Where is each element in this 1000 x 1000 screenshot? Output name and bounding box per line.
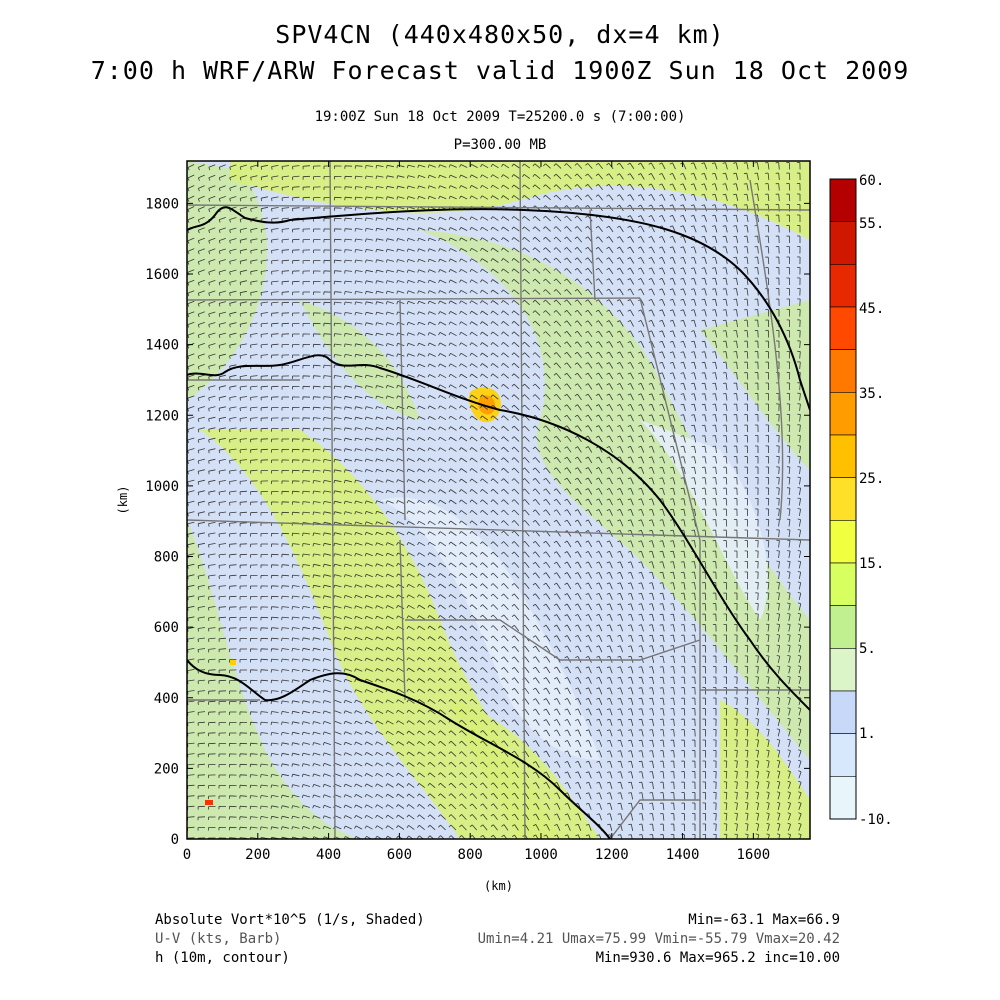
x-tick-label: 200 — [245, 847, 270, 863]
colorbar-swatch — [829, 477, 857, 521]
x-tick-label: 0 — [183, 847, 191, 863]
colorbar-label: 60. — [859, 173, 884, 189]
colorbar-swatch — [829, 733, 857, 777]
x-tick-label: 800 — [458, 847, 483, 863]
y-tick-label: 600 — [154, 620, 179, 636]
chart-title: SPV4CN (440x480x50, dx=4 km) — [275, 20, 725, 49]
footer-field-label-3: h (10m, contour) — [155, 950, 290, 966]
pressure-level-label: P=300.00 MB — [453, 137, 547, 153]
y-tick-label: 1200 — [145, 408, 179, 424]
colorbar-label: 1. — [859, 726, 876, 742]
vorticity-field — [187, 161, 810, 839]
footer-stats-1: Min=-63.1 Max=66.9 — [688, 912, 840, 928]
colorbar-swatch — [829, 221, 857, 265]
valid-time-label: 19:00Z Sun 18 Oct 2009 T=25200.0 s (7:00… — [314, 109, 686, 125]
colorbar-swatch — [829, 776, 857, 820]
x-tick-label: 600 — [387, 847, 412, 863]
y-axis-label: (km) — [116, 486, 130, 515]
height-contours — [187, 206, 810, 839]
footer-stats-3: Min=930.6 Max=965.2 inc=10.00 — [595, 950, 840, 966]
colorbar-swatch — [829, 349, 857, 393]
colorbar-swatch — [829, 562, 857, 606]
x-tick-label: 400 — [316, 847, 341, 863]
footer-stats-2: Umin=4.21 Umax=75.99 Vmin=-55.79 Vmax=20… — [477, 931, 840, 947]
y-tick-label: 1600 — [145, 267, 179, 283]
colorbar-swatch — [829, 178, 857, 222]
x-tick-label: 1600 — [737, 847, 771, 863]
y-tick-label: 200 — [154, 761, 179, 777]
colorbar-label: 35. — [859, 386, 884, 402]
plot-frame — [186, 160, 811, 840]
colorbar-swatch — [829, 434, 857, 478]
y-tick-label: 800 — [154, 550, 179, 566]
colorbar-swatch — [829, 306, 857, 350]
y-tick-label: 1800 — [145, 196, 179, 212]
x-axis-label: (km) — [484, 879, 513, 893]
colorbar-swatch — [829, 392, 857, 436]
x-tick-label: 1000 — [524, 847, 558, 863]
y-tick-label: 400 — [154, 691, 179, 707]
y-tick-label: 0 — [171, 832, 179, 848]
colorbar-label: 5. — [859, 641, 876, 657]
y-tick-label: 1400 — [145, 338, 179, 354]
colorbar-label: 55. — [859, 216, 884, 232]
footer-field-label-2: U-V (kts, Barb) — [155, 931, 282, 947]
colorbar-swatch — [829, 264, 857, 308]
colorbar-swatch — [829, 690, 857, 734]
x-tick-label: 1200 — [595, 847, 629, 863]
y-tick-label: 1000 — [145, 479, 179, 495]
colorbar-swatch — [829, 605, 857, 649]
colorbar-swatch — [829, 648, 857, 692]
colorbar-label: -10. — [859, 812, 893, 828]
x-tick-label: 1400 — [666, 847, 700, 863]
colorbar-label: 15. — [859, 556, 884, 572]
colorbar-label: 45. — [859, 301, 884, 317]
chart-subtitle: 7:00 h WRF/ARW Forecast valid 1900Z Sun … — [90, 56, 910, 85]
colorbar-swatch — [829, 520, 857, 564]
footer-field-label-1: Absolute Vort*10^5 (1/s, Shaded) — [155, 912, 425, 928]
colorbar-label: 25. — [859, 471, 884, 487]
